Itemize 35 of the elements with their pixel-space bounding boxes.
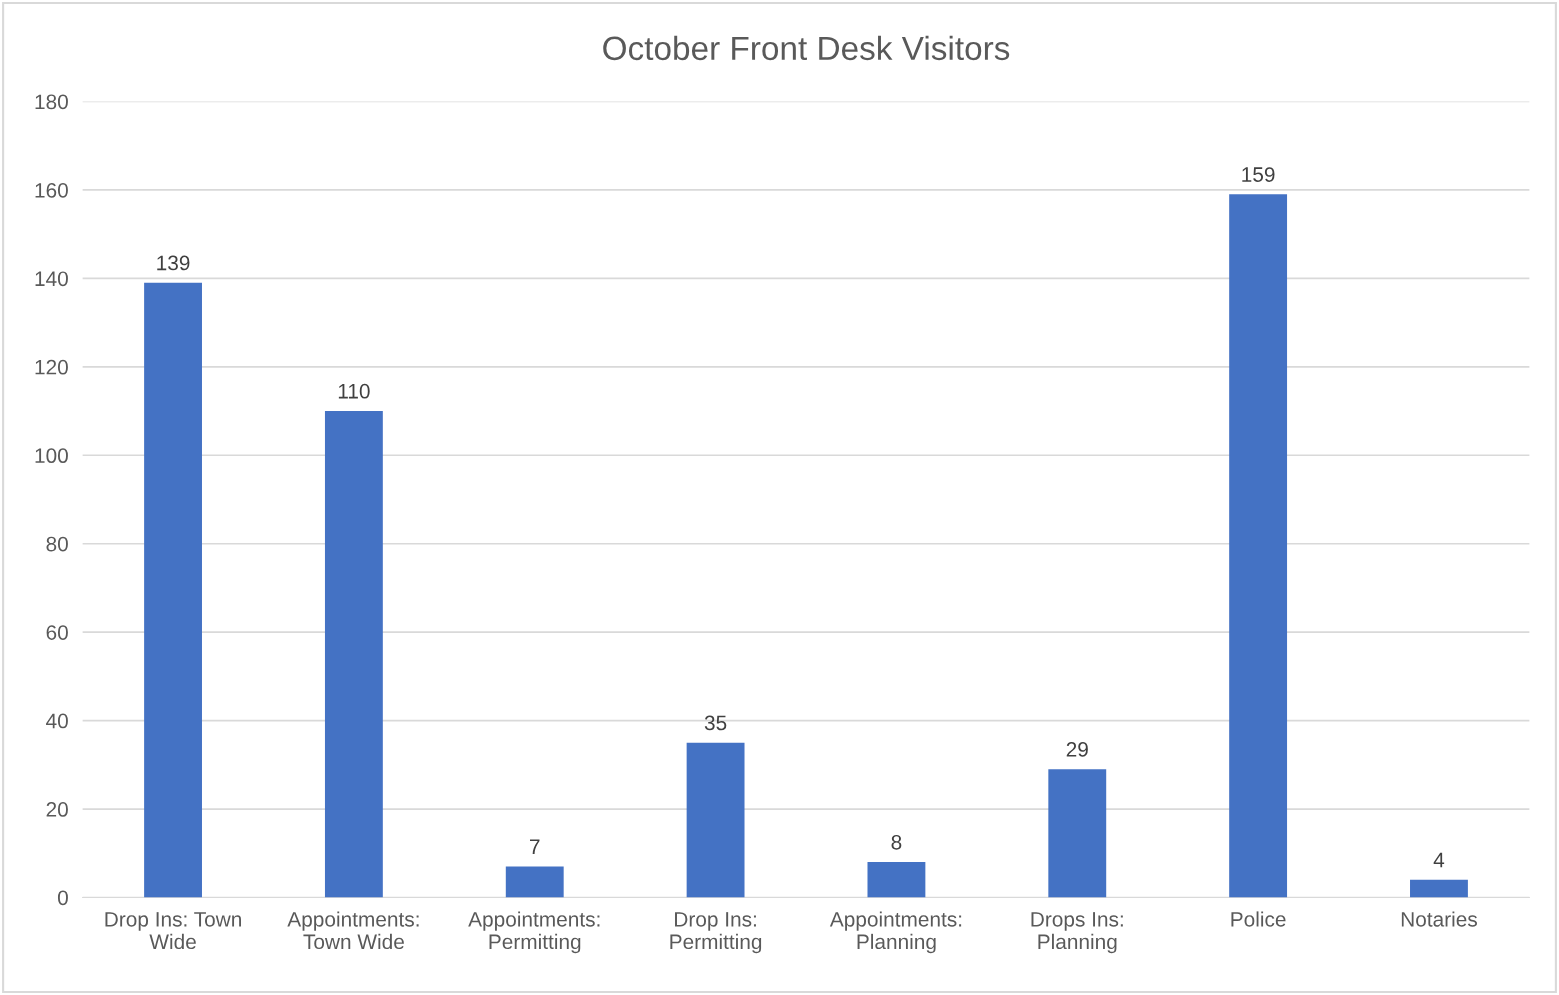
x-tick-label: Appointments: Town Wide <box>287 911 419 950</box>
data-label: 29 <box>1066 742 1088 757</box>
chart-title: October Front Desk Visitors <box>603 35 1010 61</box>
y-tick-label: 0 <box>57 890 68 906</box>
x-tick-label: Drops Ins: Planning <box>1031 912 1123 954</box>
bar <box>1410 879 1468 898</box>
bar <box>144 282 202 898</box>
y-tick-label: 140 <box>35 271 68 287</box>
x-tick-label: Drop Ins: Permitting <box>670 912 762 954</box>
y-tick-label: 80 <box>46 536 68 552</box>
y-tick-label: 40 <box>46 713 68 729</box>
bar <box>1229 194 1288 898</box>
data-label: 110 <box>338 383 370 399</box>
bar <box>1048 769 1107 898</box>
data-label: 159 <box>1242 167 1275 182</box>
bar <box>505 866 564 898</box>
y-tick-label: 160 <box>35 182 68 198</box>
x-tick-label: Police <box>1231 911 1286 927</box>
data-label: 7 <box>530 839 540 854</box>
y-tick-label: 100 <box>35 448 68 464</box>
x-tick-label: Appointments: Planning <box>829 911 962 954</box>
data-label: 8 <box>891 834 902 850</box>
x-tick-label: Notaries <box>1401 911 1477 927</box>
y-tick-label: 20 <box>46 802 68 817</box>
data-label: 139 <box>157 255 190 271</box>
x-tick-label: Drop Ins: Town Wide <box>105 912 241 950</box>
data-label: 35 <box>704 715 727 731</box>
y-tick-label: 60 <box>46 625 68 640</box>
y-tick-label: 120 <box>35 359 68 375</box>
data-label: 4 <box>1433 852 1445 868</box>
bar <box>867 862 926 898</box>
bar <box>324 411 383 898</box>
x-tick-label: Appointments: Permitting <box>468 911 600 954</box>
bar <box>686 742 745 898</box>
y-tick-label: 180 <box>35 94 68 110</box>
